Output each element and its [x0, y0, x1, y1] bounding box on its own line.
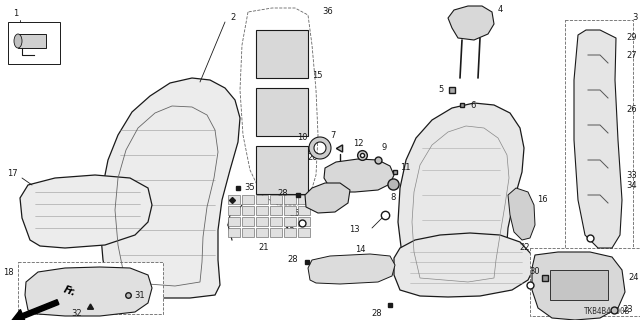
Bar [284, 195, 296, 204]
Text: 34: 34 [626, 180, 637, 189]
Text: 20: 20 [307, 153, 318, 162]
Text: 18: 18 [3, 268, 14, 277]
Polygon shape [100, 78, 240, 298]
Text: 32: 32 [72, 308, 82, 317]
Bar [8, 22, 60, 64]
Bar [256, 146, 308, 194]
Text: Fr.: Fr. [62, 284, 77, 298]
Bar [270, 228, 282, 237]
Text: 3: 3 [632, 13, 638, 22]
Text: 19: 19 [536, 258, 547, 267]
Text: 24: 24 [628, 274, 639, 283]
Bar [242, 217, 254, 226]
Text: 13: 13 [349, 226, 360, 235]
Bar [256, 195, 268, 204]
Bar [256, 228, 268, 237]
Polygon shape [324, 159, 394, 192]
Text: 6: 6 [470, 100, 476, 109]
Text: 23: 23 [622, 306, 632, 315]
Text: 28: 28 [277, 188, 288, 197]
Bar [298, 217, 310, 226]
Text: 36: 36 [322, 7, 333, 17]
Bar [256, 217, 268, 226]
Ellipse shape [14, 34, 22, 48]
Text: 12: 12 [353, 139, 364, 148]
Polygon shape [25, 267, 152, 316]
Text: 11: 11 [400, 164, 410, 172]
Text: 7: 7 [331, 132, 336, 140]
Bar [284, 228, 296, 237]
Bar [228, 206, 240, 215]
Polygon shape [305, 183, 350, 213]
Text: 35: 35 [244, 183, 255, 193]
Bar [242, 195, 254, 204]
Text: 33: 33 [626, 171, 637, 180]
Bar [228, 195, 240, 204]
Text: 25: 25 [289, 209, 300, 218]
Text: 4: 4 [498, 5, 503, 14]
Text: TKB4B4000B: TKB4B4000B [584, 307, 630, 316]
Text: 9: 9 [382, 143, 387, 153]
FancyArrow shape [12, 300, 59, 320]
Text: 22: 22 [520, 243, 530, 252]
Bar [18, 34, 46, 48]
Text: 28: 28 [371, 308, 382, 317]
Bar [18, 262, 163, 314]
Polygon shape [20, 175, 152, 248]
Text: 14: 14 [355, 245, 365, 254]
Bar [270, 206, 282, 215]
Bar [242, 206, 254, 215]
Text: 31: 31 [134, 291, 145, 300]
Text: 30: 30 [529, 268, 540, 276]
Polygon shape [448, 6, 494, 40]
Text: 10: 10 [298, 133, 308, 142]
Bar [270, 195, 282, 204]
Text: 29: 29 [626, 34, 637, 43]
Bar [284, 217, 296, 226]
Bar [256, 206, 268, 215]
Text: 17: 17 [8, 169, 18, 178]
Text: 13: 13 [536, 281, 547, 290]
Bar [256, 30, 308, 78]
Polygon shape [574, 30, 622, 248]
Bar [565, 20, 633, 260]
Polygon shape [394, 233, 534, 297]
Text: 13: 13 [284, 228, 295, 236]
Bar [284, 206, 296, 215]
Bar [550, 270, 608, 300]
Text: 1: 1 [13, 10, 19, 19]
Bar [270, 217, 282, 226]
Text: 2: 2 [230, 13, 236, 22]
Polygon shape [532, 252, 625, 320]
Bar [298, 195, 310, 204]
Polygon shape [398, 103, 524, 292]
Polygon shape [308, 254, 395, 284]
Text: 16: 16 [537, 196, 548, 204]
Bar [242, 228, 254, 237]
Text: 8: 8 [390, 193, 396, 202]
Text: 28: 28 [287, 255, 298, 265]
Bar [530, 248, 640, 316]
Text: 5: 5 [439, 85, 444, 94]
Bar [298, 228, 310, 237]
Bar [228, 228, 240, 237]
Bar [298, 206, 310, 215]
Text: 21: 21 [259, 244, 269, 252]
Bar [256, 88, 308, 136]
Text: 15: 15 [312, 70, 323, 79]
Text: 27: 27 [626, 51, 637, 60]
Polygon shape [508, 188, 535, 240]
Text: 26: 26 [626, 106, 637, 115]
Bar [228, 217, 240, 226]
Polygon shape [240, 8, 318, 205]
